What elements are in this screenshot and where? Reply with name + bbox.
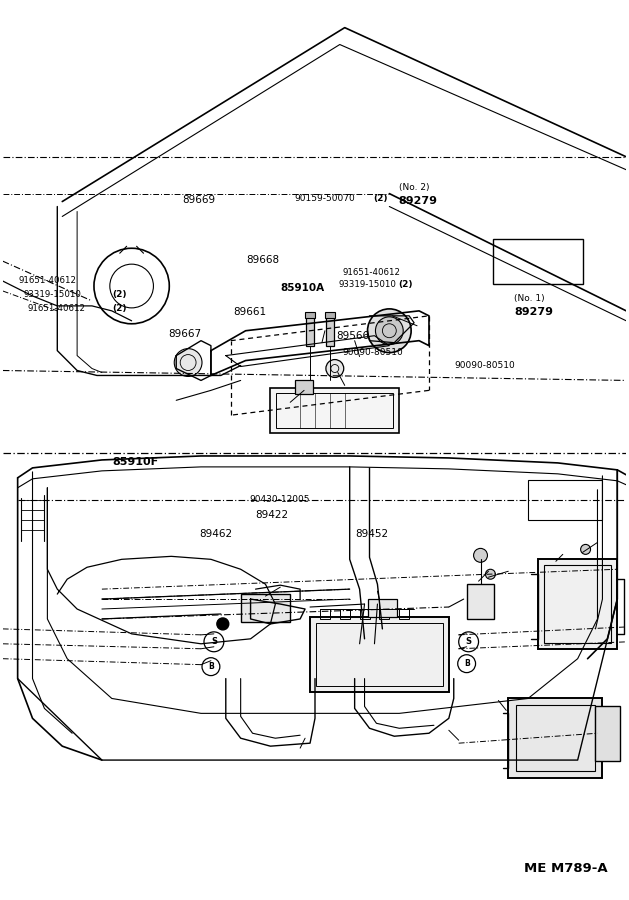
Text: S: S: [465, 637, 472, 646]
Bar: [467, 584, 494, 619]
Circle shape: [474, 548, 487, 562]
Bar: [306, 316, 314, 346]
Bar: [508, 698, 603, 778]
Bar: [295, 381, 313, 394]
Text: 90090-80510: 90090-80510: [343, 348, 403, 357]
Bar: [340, 609, 350, 619]
Text: 93319-15010: 93319-15010: [23, 290, 81, 299]
Bar: [399, 609, 409, 619]
Text: 89279: 89279: [399, 196, 438, 206]
Bar: [367, 599, 398, 617]
Text: 90159-50070: 90159-50070: [294, 194, 355, 203]
Bar: [360, 609, 369, 619]
Text: 85910F: 85910F: [112, 457, 158, 467]
Text: (2): (2): [112, 304, 126, 313]
Text: (No. 1): (No. 1): [514, 294, 545, 303]
Circle shape: [326, 360, 343, 377]
Text: 91651-40612: 91651-40612: [343, 267, 401, 276]
Bar: [310, 617, 449, 691]
Circle shape: [174, 348, 202, 376]
Bar: [538, 559, 617, 649]
Text: 89566: 89566: [337, 331, 369, 341]
Text: 89669: 89669: [182, 195, 216, 205]
Text: 89661: 89661: [233, 307, 267, 317]
Circle shape: [376, 317, 403, 345]
Text: 85910A: 85910A: [280, 283, 325, 293]
Bar: [305, 312, 315, 318]
Bar: [276, 393, 393, 428]
Text: 91651-40612: 91651-40612: [28, 304, 86, 313]
Text: S: S: [211, 637, 217, 646]
Text: 89422: 89422: [255, 510, 289, 520]
Bar: [528, 480, 603, 519]
Text: 89462: 89462: [199, 528, 232, 539]
Text: ME M789-A: ME M789-A: [524, 862, 608, 875]
Text: (2): (2): [399, 280, 413, 289]
Circle shape: [367, 309, 411, 353]
Bar: [316, 623, 443, 686]
Bar: [544, 565, 611, 643]
Bar: [320, 609, 330, 619]
Text: 89279: 89279: [514, 307, 553, 317]
Text: B: B: [208, 662, 214, 671]
Bar: [241, 594, 290, 622]
Bar: [516, 706, 594, 771]
Text: (2): (2): [374, 194, 388, 203]
Text: (2): (2): [112, 290, 126, 299]
Bar: [325, 312, 335, 318]
Bar: [326, 316, 334, 346]
Bar: [379, 609, 389, 619]
Text: 89668: 89668: [246, 255, 279, 265]
Circle shape: [486, 570, 496, 580]
Circle shape: [217, 618, 229, 630]
Text: 90430-12005: 90430-12005: [249, 495, 309, 504]
Text: 89667: 89667: [168, 329, 201, 339]
Text: 89452: 89452: [355, 528, 388, 539]
Text: 91651-40612: 91651-40612: [18, 275, 76, 284]
Text: (No. 2): (No. 2): [399, 184, 429, 193]
Circle shape: [581, 544, 591, 554]
Bar: [596, 706, 620, 761]
Text: 90090-80510: 90090-80510: [455, 361, 516, 370]
Text: 93319-15010: 93319-15010: [338, 280, 396, 289]
Text: B: B: [464, 659, 469, 668]
Bar: [270, 389, 399, 433]
Bar: [493, 239, 582, 284]
